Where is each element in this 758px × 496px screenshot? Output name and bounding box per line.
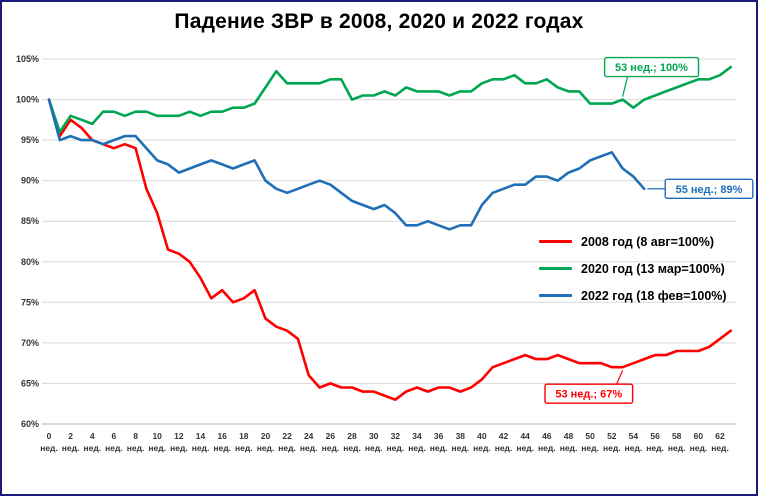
svg-text:22: 22 [282, 431, 292, 441]
svg-text:нед.: нед. [148, 443, 166, 453]
legend-item-2022: 2022 год (18 фев=100%) [539, 287, 727, 304]
svg-text:50: 50 [585, 431, 595, 441]
svg-text:16: 16 [217, 431, 227, 441]
svg-text:нед.: нед. [495, 443, 513, 453]
svg-text:нед.: нед. [473, 443, 491, 453]
svg-text:60: 60 [694, 431, 704, 441]
svg-text:18: 18 [239, 431, 249, 441]
svg-text:62: 62 [715, 431, 725, 441]
svg-text:42: 42 [499, 431, 509, 441]
svg-text:12: 12 [174, 431, 184, 441]
legend-item-2020: 2020 год (13 мар=100%) [539, 260, 727, 277]
svg-text:30: 30 [369, 431, 379, 441]
svg-text:4: 4 [90, 431, 95, 441]
svg-text:нед.: нед. [430, 443, 448, 453]
svg-text:нед.: нед. [213, 443, 231, 453]
svg-text:нед.: нед. [451, 443, 469, 453]
svg-text:48: 48 [564, 431, 574, 441]
svg-text:38: 38 [456, 431, 466, 441]
svg-text:100%: 100% [16, 95, 39, 105]
legend: 2008 год (8 авг=100%) 2020 год (13 мар=1… [539, 233, 727, 304]
svg-text:нед.: нед. [646, 443, 664, 453]
legend-swatch-2020 [539, 267, 572, 270]
svg-text:28: 28 [347, 431, 357, 441]
svg-text:нед.: нед. [408, 443, 426, 453]
svg-text:нед.: нед. [278, 443, 296, 453]
svg-text:нед.: нед. [343, 443, 361, 453]
svg-text:55 нед.; 89%: 55 нед.; 89% [676, 184, 743, 196]
svg-text:90%: 90% [21, 176, 39, 186]
svg-text:70%: 70% [21, 338, 39, 348]
svg-text:26: 26 [326, 431, 336, 441]
svg-text:нед.: нед. [62, 443, 80, 453]
annotation-callout: 53 нед.; 67% [544, 383, 634, 404]
chart-line-2020 [47, 65, 733, 134]
svg-text:нед.: нед. [560, 443, 578, 453]
svg-text:нед.: нед. [257, 443, 275, 453]
svg-text:0: 0 [47, 431, 52, 441]
annotation-callout: 55 нед.; 89% [664, 178, 754, 200]
svg-text:нед.: нед. [603, 443, 621, 453]
svg-text:105%: 105% [16, 54, 39, 64]
x-axis-labels: 0 нед. 2 нед. 4 нед. 6 нед. 8 нед. 10 нед. 12 нед. 14 н… [40, 431, 729, 453]
svg-text:53 нед.; 67%: 53 нед.; 67% [555, 389, 622, 401]
svg-text:нед.: нед. [235, 443, 253, 453]
legend-label-2022: 2022 год (18 фев=100%) [581, 288, 727, 303]
legend-item-2008: 2008 год (8 авг=100%) [539, 233, 727, 250]
svg-text:65%: 65% [21, 378, 39, 388]
svg-text:10: 10 [152, 431, 162, 441]
svg-text:95%: 95% [21, 135, 39, 145]
svg-text:20: 20 [261, 431, 271, 441]
svg-text:56: 56 [650, 431, 660, 441]
svg-text:36: 36 [434, 431, 444, 441]
svg-text:46: 46 [542, 431, 552, 441]
svg-text:58: 58 [672, 431, 682, 441]
legend-label-2008: 2008 год (8 авг=100%) [581, 234, 715, 249]
svg-text:2: 2 [68, 431, 73, 441]
svg-text:нед.: нед. [365, 443, 383, 453]
legend-label-2020: 2020 год (13 мар=100%) [581, 261, 725, 276]
legend-swatch-2022 [539, 294, 572, 297]
svg-text:54: 54 [629, 431, 639, 441]
svg-text:14: 14 [196, 431, 206, 441]
svg-text:нед.: нед. [711, 443, 729, 453]
svg-text:44: 44 [520, 431, 530, 441]
legend-swatch-2008 [539, 240, 572, 243]
svg-text:нед.: нед. [690, 443, 708, 453]
svg-text:нед.: нед. [581, 443, 599, 453]
svg-text:80%: 80% [21, 257, 39, 267]
svg-text:нед.: нед. [40, 443, 58, 453]
annotation-callout: 53 нед.; 100% [603, 56, 700, 78]
svg-text:нед.: нед. [170, 443, 188, 453]
svg-text:нед.: нед. [83, 443, 101, 453]
svg-text:60%: 60% [21, 419, 39, 429]
svg-text:40: 40 [477, 431, 487, 441]
svg-text:нед.: нед. [105, 443, 123, 453]
chart-title: Падение ЗВР в 2008, 2020 и 2022 годах [174, 10, 584, 33]
svg-text:нед.: нед. [538, 443, 556, 453]
svg-text:6: 6 [112, 431, 117, 441]
svg-text:85%: 85% [21, 216, 39, 226]
chart-line-2022 [47, 98, 646, 231]
svg-text:нед.: нед. [127, 443, 145, 453]
svg-text:нед.: нед. [386, 443, 404, 453]
y-axis-labels: 60% 65% 70% 75% 80% 85% 90% 95% 100% 105% [16, 54, 39, 429]
svg-text:нед.: нед. [322, 443, 340, 453]
svg-text:24: 24 [304, 431, 314, 441]
svg-text:75%: 75% [21, 297, 39, 307]
svg-text:34: 34 [412, 431, 422, 441]
svg-text:нед.: нед. [625, 443, 643, 453]
svg-text:нед.: нед. [300, 443, 318, 453]
svg-text:52: 52 [607, 431, 617, 441]
svg-text:нед.: нед. [516, 443, 534, 453]
svg-text:32: 32 [391, 431, 401, 441]
chart-line-2008 [47, 98, 733, 402]
svg-text:53 нед.; 100%: 53 нед.; 100% [615, 62, 688, 74]
svg-text:нед.: нед. [668, 443, 686, 453]
svg-text:нед.: нед. [192, 443, 210, 453]
svg-text:8: 8 [133, 431, 138, 441]
